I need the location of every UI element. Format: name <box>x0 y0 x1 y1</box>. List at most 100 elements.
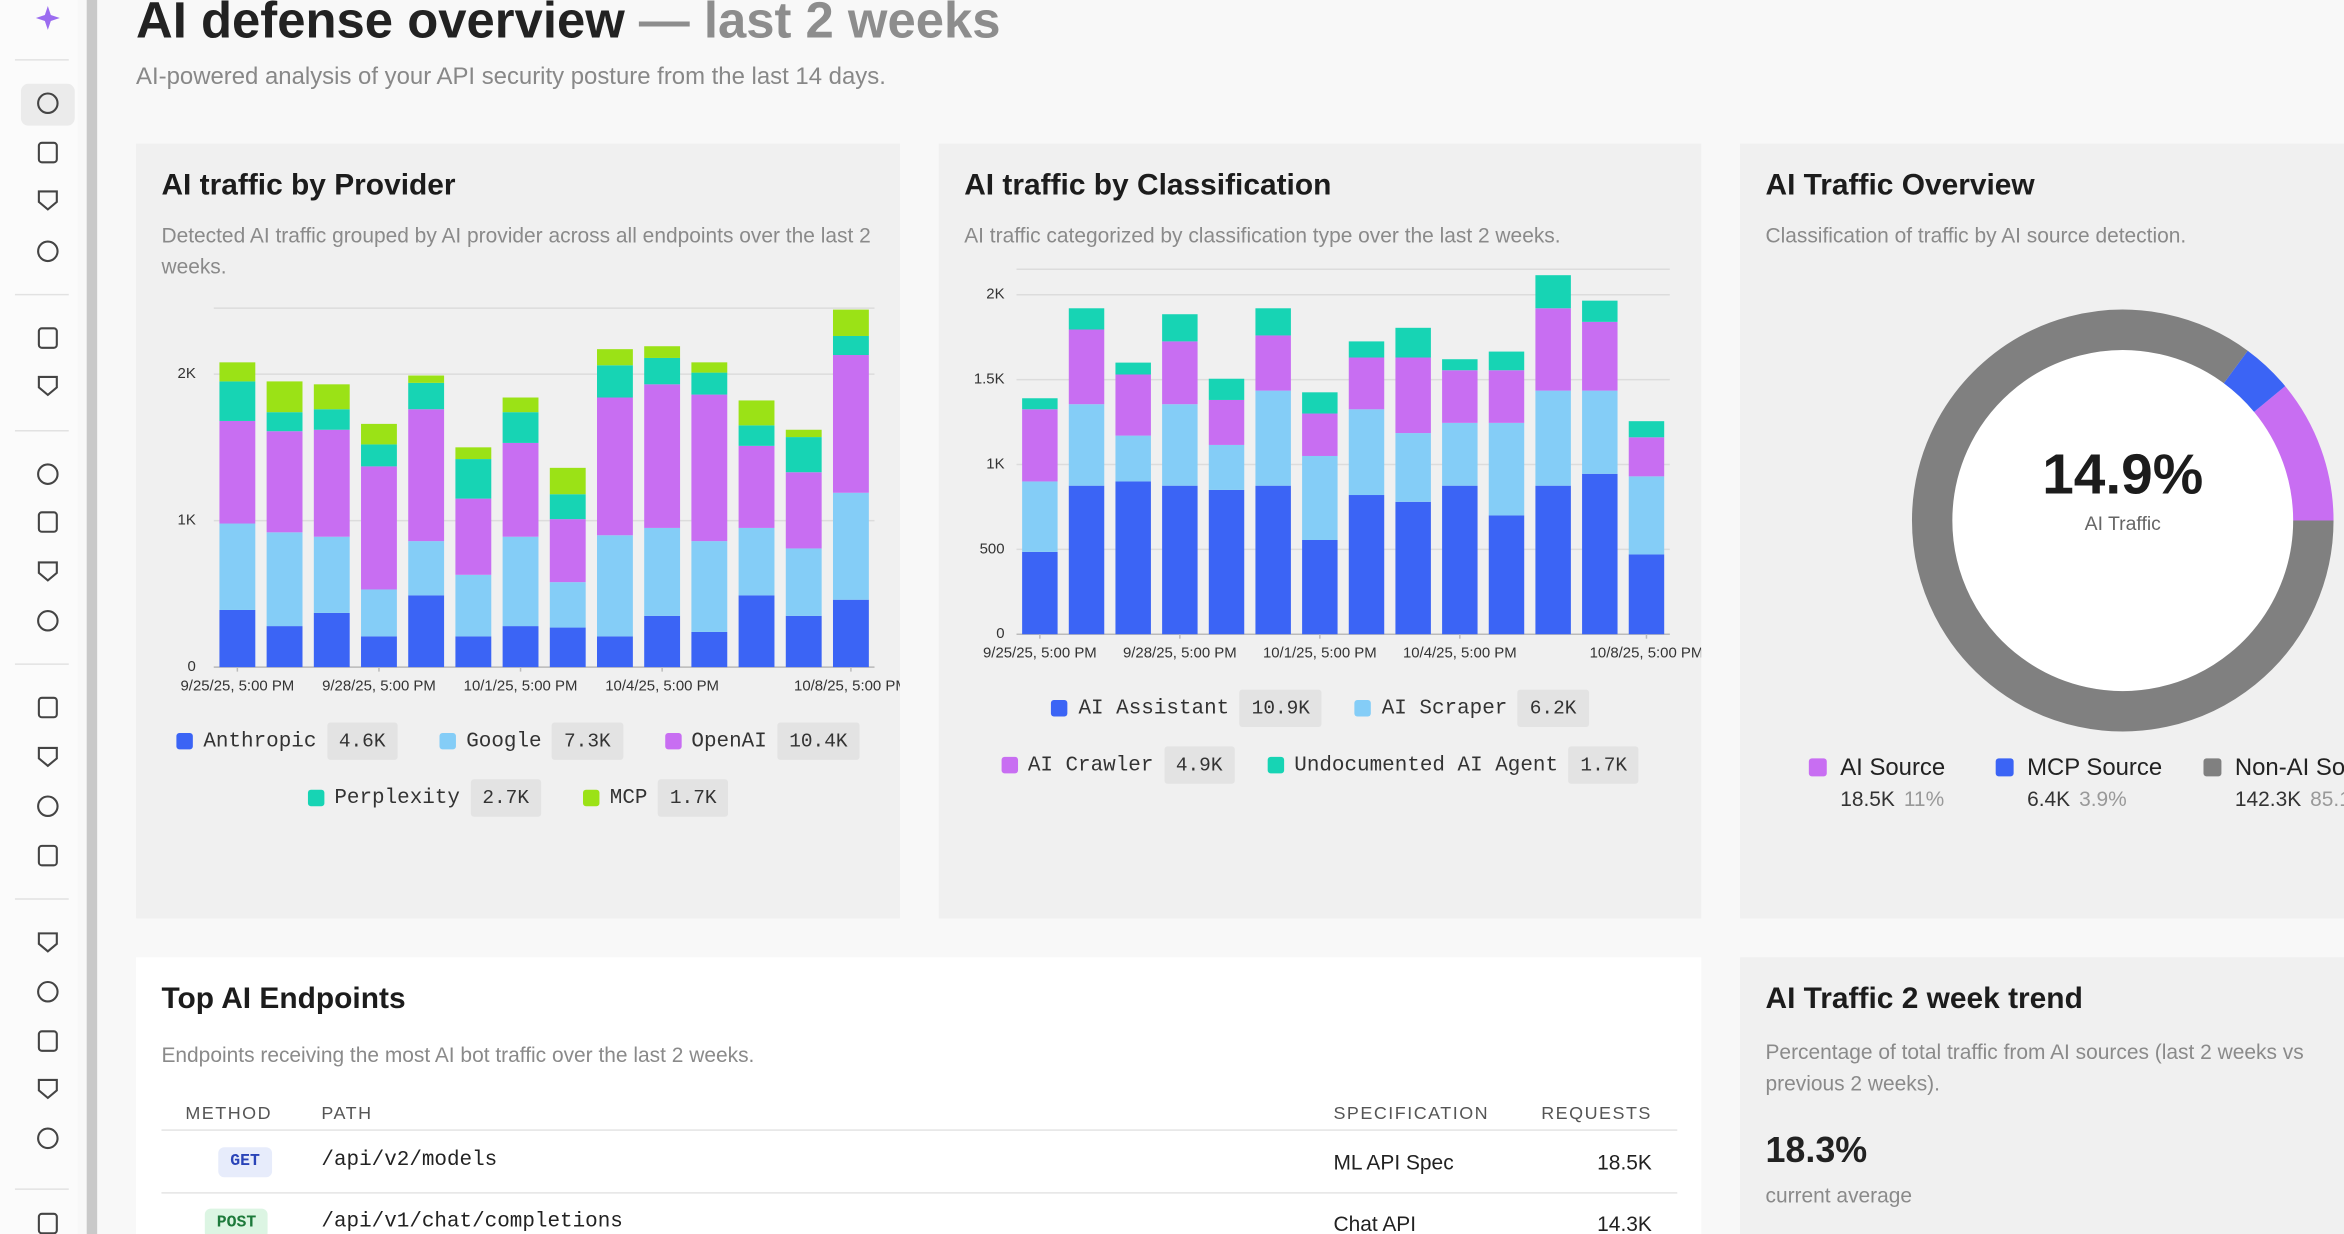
bar-segment <box>1022 398 1058 410</box>
count: 6.4K <box>2027 788 2070 811</box>
icon-shape <box>37 1212 58 1234</box>
nav-icon[interactable] <box>37 1127 59 1150</box>
nav-icon[interactable] <box>37 844 58 867</box>
nav-icon[interactable] <box>37 609 59 632</box>
legend-swatch <box>1354 700 1372 717</box>
center-value: 14.9% <box>2042 444 2203 507</box>
y-tick-label: 1K <box>986 455 1004 472</box>
nav-icon[interactable] <box>37 932 58 953</box>
bar-segment <box>502 536 539 627</box>
legend-item[interactable]: AI Scraper 6.2K <box>1354 689 1589 727</box>
nav-icon[interactable] <box>37 327 58 349</box>
bar-segment <box>266 626 303 668</box>
legend: AI Assistant 10.9K AI Scraper 6.2K AI Crawle… <box>969 689 1672 784</box>
bar-segment <box>691 394 728 542</box>
icon-shape <box>37 141 58 164</box>
nav-icon[interactable] <box>37 190 58 211</box>
overview-card: AI Traffic Overview Classification of tr… <box>1740 143 2344 919</box>
x-tick-label: 9/28/25, 5:00 PM <box>1123 645 1237 662</box>
method-badge: GET <box>218 1147 272 1178</box>
legend-item[interactable]: Undocumented AI Agent 1.7K <box>1267 746 1640 784</box>
card-title: Top AI Endpoints <box>161 982 406 1016</box>
icon-shape <box>37 375 58 397</box>
nav-icon[interactable] <box>37 561 58 582</box>
bar-segment <box>1582 473 1618 635</box>
icon-shape <box>37 980 59 1003</box>
title: AI defense overview <box>136 0 625 50</box>
nav-icon[interactable] <box>37 1078 58 1100</box>
bar-segment <box>1488 351 1525 371</box>
legend-swatch <box>439 732 456 750</box>
legend-item[interactable]: Google 7.3K <box>439 722 623 760</box>
y-tick-label: 1.5K <box>974 371 1005 388</box>
bar-segment <box>1348 357 1385 410</box>
legend-item[interactable]: AI Source 18.5K 11% <box>1808 754 1945 811</box>
bar-segment <box>785 429 822 438</box>
nav-icon[interactable] <box>37 746 58 768</box>
bar-segment <box>219 609 256 668</box>
legend-count: 6.4K 3.9% <box>2027 788 2127 811</box>
bar-segment <box>1162 341 1198 405</box>
nav-icon[interactable] <box>37 375 58 397</box>
card-title: AI Traffic 2 week trend <box>1765 982 2083 1016</box>
icon-shape <box>37 1078 58 1100</box>
legend-total: 2.7K <box>470 779 541 817</box>
bar-segment <box>502 412 539 443</box>
endpoint-path[interactable]: /api/v1/chat/completions <box>321 1210 623 1234</box>
bar-segment <box>1115 374 1151 436</box>
nav-icon[interactable] <box>37 92 59 114</box>
bar-segment <box>1162 404 1198 486</box>
bar-segment <box>361 466 397 590</box>
bar-segment <box>785 437 822 473</box>
bar-segment <box>1115 435 1151 482</box>
bar-segment <box>1068 308 1105 330</box>
y-tick-label: 0 <box>996 625 1004 642</box>
bar-segment <box>549 627 586 668</box>
bar-segment <box>1022 481 1058 552</box>
bar-segment <box>1022 551 1058 635</box>
bar-segment <box>502 397 539 413</box>
bar-segment <box>1582 321 1618 391</box>
legend-item[interactable]: MCP 1.7K <box>582 779 729 817</box>
nav-icon[interactable] <box>37 696 58 719</box>
nav-icon[interactable] <box>37 980 59 1003</box>
legend-swatch <box>307 789 324 807</box>
legend-item[interactable]: OpenAI 10.4K <box>664 722 860 760</box>
nav-icon[interactable] <box>37 240 59 263</box>
nav-icon[interactable] <box>37 1030 58 1052</box>
bar-segment <box>832 599 869 668</box>
bar-segment <box>832 355 869 493</box>
bar-segment <box>691 631 728 668</box>
percent: 11% <box>1904 788 1944 811</box>
legend-item[interactable]: Perplexity 2.7K <box>307 779 541 817</box>
legend: Anthropic 4.6K Google 7.3K OpenAI 10.4K Perple… <box>166 722 870 817</box>
bar-segment <box>691 372 728 395</box>
row-divider <box>161 1192 1678 1194</box>
nav-icon[interactable] <box>37 511 58 533</box>
nav-icon[interactable] <box>37 141 58 164</box>
bar-segment <box>738 425 775 446</box>
bar-segment <box>1022 409 1058 482</box>
nav-icon[interactable] <box>37 463 59 485</box>
bar-segment <box>1488 515 1525 635</box>
bar-segment <box>1535 390 1571 486</box>
nav-icon[interactable] <box>37 795 59 818</box>
bar-segment <box>1162 485 1198 635</box>
bar-segment <box>832 335 869 356</box>
bar-segment <box>408 409 445 542</box>
legend-item[interactable]: Anthropic 4.6K <box>176 722 398 760</box>
bar-segment <box>455 574 492 637</box>
nav-icon[interactable] <box>37 1212 58 1234</box>
legend-item[interactable]: Non-AI Source 142.3K 85.1% <box>2203 754 2344 811</box>
legend-item[interactable]: AI Crawler 4.9K <box>1000 746 1235 784</box>
bar-segment <box>361 589 397 637</box>
endpoints-card: Top AI Endpoints Endpoints receiving the… <box>136 957 1702 1234</box>
bar-segment <box>1255 335 1291 391</box>
legend-item[interactable]: AI Assistant 10.9K <box>1051 689 1322 727</box>
endpoint-path[interactable]: /api/v2/models <box>321 1148 498 1173</box>
legend-item[interactable]: MCP Source 6.4K 3.9% <box>1995 754 2162 811</box>
bar-segment <box>313 536 350 613</box>
bar-segment <box>502 442 539 537</box>
bar-segment <box>1208 399 1245 445</box>
